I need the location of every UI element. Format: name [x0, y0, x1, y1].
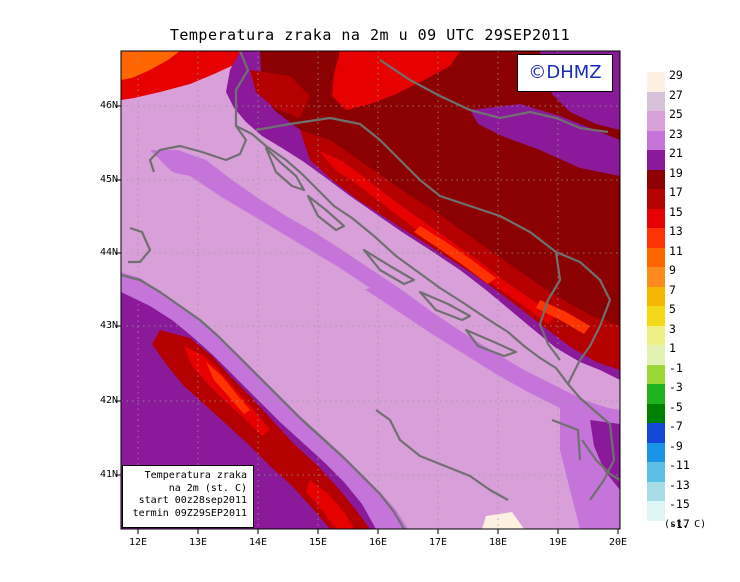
legend-swatch [647, 247, 665, 267]
legend-swatch [647, 481, 665, 501]
legend-swatch [647, 208, 665, 228]
lat-tick-label: 45N [99, 174, 118, 185]
legend-label: 3 [669, 321, 676, 336]
lat-tick-label: 41N [99, 469, 118, 480]
legend-swatch [647, 325, 665, 345]
legend-label: 1 [669, 341, 676, 355]
lon-tick-label: 13E [188, 537, 208, 548]
lat-tick-label: 42N [99, 395, 118, 406]
legend-label: -9 [669, 438, 683, 453]
legend-swatch [647, 462, 665, 482]
legend-label: 11 [669, 243, 683, 258]
legend-swatch [647, 501, 665, 521]
dhmz-logo: ©DHMZ [517, 54, 613, 92]
legend-swatch [647, 442, 665, 462]
legend-swatch [647, 345, 665, 365]
legend-label: 21 [669, 146, 683, 160]
legend-label: 13 [669, 224, 683, 238]
lon-tick-label: 20E [608, 537, 628, 548]
legend-label: -17 [669, 516, 690, 531]
legend-label: 29 [669, 68, 683, 82]
legend-swatch [647, 306, 665, 326]
legend-swatch [647, 72, 665, 92]
lon-tick-label: 19E [548, 537, 568, 548]
legend-swatch [647, 150, 665, 170]
legend-label: 5 [669, 302, 676, 316]
legend-label: -1 [669, 360, 683, 375]
lon-tick-label: 15E [308, 537, 328, 548]
legend-label: -15 [669, 497, 690, 511]
lon-tick-label: 17E [428, 537, 448, 548]
lat-axis: 46N 45N 44N 43N 42N 41N [0, 0, 118, 582]
coastal-strip [150, 150, 620, 430]
legend-swatch [647, 189, 665, 209]
legend-label: 17 [669, 185, 683, 199]
legend-label: -13 [669, 477, 690, 492]
lat-tick-label: 43N [99, 320, 118, 331]
map-title: Temperatura zraka na 2m u 09 UTC 29SEP20… [169, 26, 571, 44]
legend-swatch [647, 364, 665, 384]
legend-unit: (st. C) [664, 519, 707, 530]
legend-label: 15 [669, 204, 683, 219]
legend-swatch [647, 384, 665, 404]
lon-tick-label: 14E [248, 537, 268, 548]
legend-label: -3 [669, 380, 683, 394]
info-line: Temperatura zraka [144, 470, 247, 481]
lon-tick-label: 18E [488, 537, 508, 548]
legend-label: 7 [669, 282, 676, 297]
info-line: termin 09Z29SEP2011 [132, 507, 247, 519]
legend-label: 19 [669, 165, 683, 180]
legend-swatch [647, 286, 665, 306]
info-box: Temperatura zraka na 2m (st. C) start 00… [122, 465, 254, 528]
lat-tick-label: 46N [99, 100, 118, 111]
lon-tick-label: 12E [128, 537, 148, 548]
legend-label: 23 [669, 126, 683, 141]
info-line: na 2m (st. C) [168, 482, 247, 494]
legend-swatch [647, 130, 665, 150]
legend-label: -11 [669, 458, 690, 472]
legend-label: 27 [669, 87, 683, 102]
legend-swatch [647, 228, 665, 248]
lon-tick-label: 16E [368, 537, 388, 548]
legend-swatch [647, 403, 665, 423]
legend-label: -7 [669, 419, 683, 433]
legend-swatch [647, 267, 665, 287]
legend-label: 9 [669, 263, 676, 277]
legend-swatch [647, 169, 665, 189]
lat-tick-label: 44N [99, 247, 118, 258]
legend-swatch [647, 111, 665, 131]
legend-swatch [647, 423, 665, 443]
legend-label: -5 [669, 399, 683, 414]
info-line: start 00z28sep2011 [138, 495, 247, 506]
coastlines [121, 51, 620, 529]
legend-label: 25 [669, 107, 683, 121]
legend-swatch [647, 91, 665, 111]
